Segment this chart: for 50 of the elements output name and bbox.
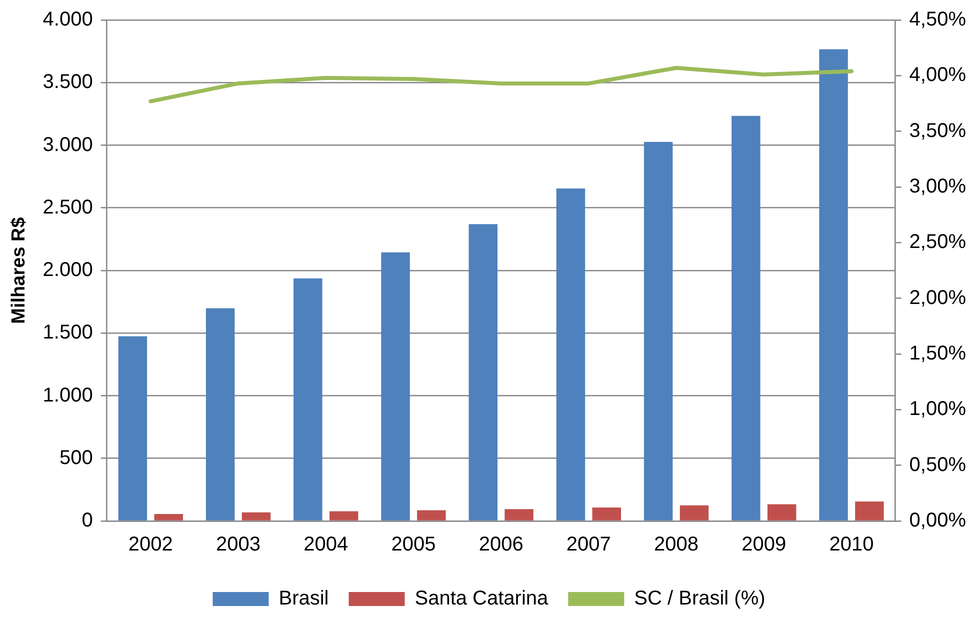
y2-tick-label: 4,50% (909, 8, 966, 31)
bar (855, 501, 884, 520)
legend-label: Brasil (278, 588, 329, 610)
bar (417, 510, 446, 520)
bar (504, 509, 534, 520)
bar (819, 49, 848, 520)
y2-tick-label: 2,50% (909, 231, 966, 254)
bar (206, 308, 235, 520)
bar (732, 116, 760, 520)
y-tick-label: 2.000 (42, 259, 93, 282)
y2-tick-label: 1,00% (909, 398, 966, 420)
bar (242, 512, 271, 520)
x-tick-label: 2010 (829, 534, 874, 556)
x-tick-label: 2002 (128, 534, 173, 556)
legend-label: Santa Catarina (414, 588, 550, 610)
y2-tick-label: 0,00% (909, 510, 966, 532)
bar (468, 224, 498, 520)
bar (154, 514, 183, 520)
x-tick-label: 2005 (391, 534, 436, 556)
x-tick-label: 2006 (478, 534, 524, 556)
y2-tick-label: 3,00% (909, 176, 966, 198)
y-tick-label: 2.500 (42, 196, 93, 218)
x-tick-label: 2009 (742, 534, 786, 556)
x-tick-label: 2004 (304, 534, 348, 556)
y2-tick-label: 0,50% (909, 454, 966, 476)
bar (381, 252, 410, 520)
y2-tick-label: 1,50% (909, 342, 966, 365)
y-tick-label: 4.000 (42, 8, 93, 31)
bar (556, 188, 586, 520)
y-tick-label: 500 (59, 446, 93, 469)
y2-tick-label: 2,00% (909, 286, 966, 309)
bar (294, 278, 322, 520)
legend-label: SC / Brasil (%) (634, 588, 766, 610)
bar (767, 504, 796, 520)
x-tick-label: 2008 (654, 534, 699, 556)
y2-tick-label: 3,50% (909, 120, 966, 142)
y2-tick-label: 4,00% (909, 64, 966, 86)
y-axis-title: Milhares R$ (8, 216, 30, 324)
y-tick-label: 3.500 (42, 71, 93, 94)
y-tick-label: 3.000 (42, 134, 93, 156)
y-tick-label: 0 (82, 510, 93, 532)
bar (329, 511, 358, 520)
bar (680, 505, 709, 520)
bar (592, 507, 621, 520)
bar (118, 336, 148, 520)
bar (644, 142, 673, 520)
y-tick-label: 1.000 (42, 384, 93, 406)
x-tick-label: 2007 (566, 534, 611, 556)
x-tick-label: 2003 (216, 534, 261, 556)
y-tick-label: 1.500 (42, 322, 93, 344)
